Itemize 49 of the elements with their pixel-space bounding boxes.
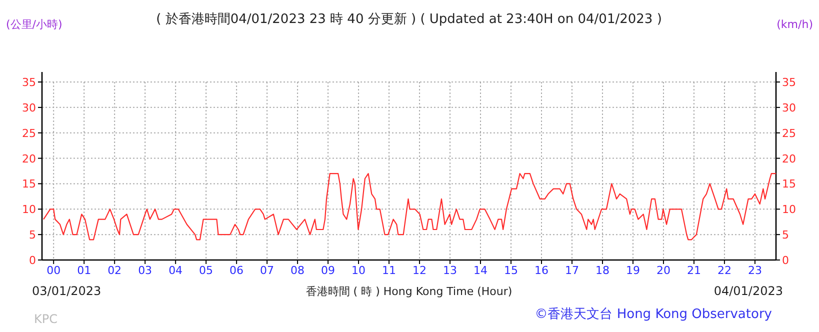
text: KPC xyxy=(34,312,58,326)
x-tick-label: 01 xyxy=(77,264,92,277)
x-tick-label: 11 xyxy=(382,264,396,277)
y2-axis-title: (km/h) xyxy=(776,18,813,31)
y-tick-label: 15 xyxy=(22,178,36,191)
y2-tick-label: 10 xyxy=(782,203,796,216)
x-tick-label: 13 xyxy=(443,264,458,277)
x-tick-label: 19 xyxy=(626,264,640,277)
x-tick-label: 23 xyxy=(748,264,762,277)
x-tick-label: 12 xyxy=(412,264,427,277)
y-tick-label: 5 xyxy=(29,228,36,242)
x-tick-label: 17 xyxy=(564,264,579,277)
y2-tick-label: 20 xyxy=(782,152,796,166)
text: ©香港天文台 Hong Kong Observatory xyxy=(534,307,772,322)
y-axis-title: (公里/小時) xyxy=(6,18,62,31)
y-tick-label: 20 xyxy=(22,152,36,166)
x-axis-title: 香港時間 ( 時 ) Hong Kong Time (Hour) xyxy=(306,285,512,298)
x-tick-label: 04 xyxy=(168,264,183,277)
x-tick-label: 05 xyxy=(199,264,214,277)
x-tick-label: 21 xyxy=(686,264,701,277)
x-tick-label: 22 xyxy=(717,264,732,277)
x-tick-label: 20 xyxy=(656,264,670,277)
chart-title: ( 於香港時間04/01/2023 23 時 40 分更新 ) ( Updated at 23:40H on 04/01/2023 ) xyxy=(156,12,662,27)
x-tick-label: 15 xyxy=(504,264,518,277)
y-tick-label: 30 xyxy=(22,101,36,114)
text: 03/01/2023 xyxy=(32,284,102,298)
text: 04/01/2023 xyxy=(714,284,783,298)
y-tick-label: 25 xyxy=(22,126,36,140)
x-tick-label: 07 xyxy=(260,264,274,277)
line-series xyxy=(42,172,777,240)
x-tick-label: 08 xyxy=(290,264,305,277)
y-tick-label: 10 xyxy=(22,203,36,216)
y2-tick-label: 5 xyxy=(782,228,789,242)
x-tick-label: 06 xyxy=(230,264,244,277)
y-tick-label: 35 xyxy=(22,76,36,89)
x-tick-label: 00 xyxy=(46,264,61,277)
y2-tick-label: 30 xyxy=(782,101,796,114)
x-tick-label: 02 xyxy=(108,264,122,277)
x-tick-label: 18 xyxy=(595,264,610,277)
x-tick-label: 10 xyxy=(352,264,366,277)
x-tick-label: 09 xyxy=(321,264,336,277)
y2-tick-label: 15 xyxy=(782,178,796,191)
x-tick-label: 14 xyxy=(474,264,488,277)
y2-tick-label: 35 xyxy=(782,76,796,89)
y-tick-label: 0 xyxy=(29,254,36,267)
y2-tick-label: 25 xyxy=(782,126,796,140)
x-tick-label: 16 xyxy=(534,264,548,277)
x-tick-label: 03 xyxy=(138,264,152,277)
y2-tick-label: 0 xyxy=(782,254,789,267)
